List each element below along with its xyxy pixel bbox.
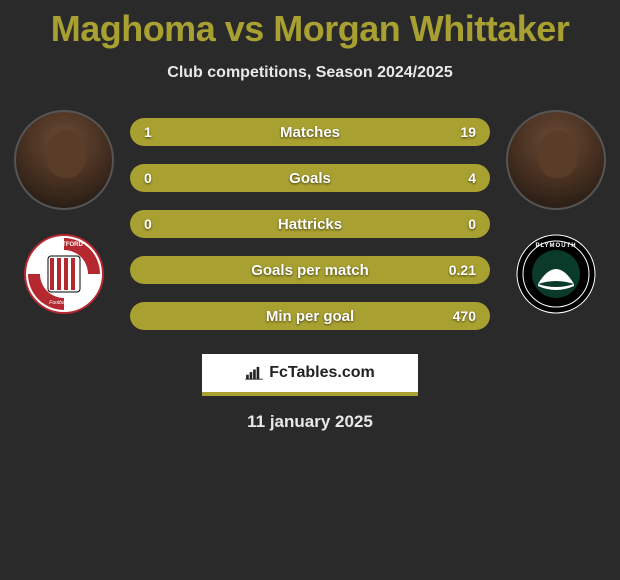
brand-badge: FcTables.com bbox=[202, 354, 418, 396]
club-left-badge: BRENTFORD Football Club bbox=[24, 234, 104, 314]
stat-label: Matches bbox=[280, 124, 340, 141]
bar-chart-icon bbox=[245, 366, 263, 380]
stat-right-value: 470 bbox=[453, 308, 476, 324]
stat-left-value: 0 bbox=[144, 216, 152, 232]
stat-right-value: 4 bbox=[468, 170, 476, 186]
comparison-card: Maghoma vs Morgan Whittaker Club competi… bbox=[0, 0, 620, 580]
subtitle: Club competitions, Season 2024/2025 bbox=[167, 64, 452, 82]
stat-label: Goals per match bbox=[251, 262, 369, 279]
svg-text:BRENTFORD: BRENTFORD bbox=[45, 242, 83, 248]
stat-row-matches: 1 Matches 19 bbox=[130, 118, 490, 146]
brand-text: FcTables.com bbox=[269, 364, 375, 382]
stat-right-value: 0.21 bbox=[449, 262, 476, 278]
date-label: 11 january 2025 bbox=[247, 412, 373, 432]
svg-text:PLYMOUTH: PLYMOUTH bbox=[535, 243, 576, 249]
page-title: Maghoma vs Morgan Whittaker bbox=[51, 8, 570, 50]
right-column: PLYMOUTH bbox=[500, 110, 620, 330]
stat-label: Min per goal bbox=[266, 308, 354, 325]
stats-column: 1 Matches 19 0 Goals 4 0 Hattricks 0 Goa… bbox=[120, 118, 500, 330]
stat-label: Hattricks bbox=[278, 216, 342, 233]
stat-label: Goals bbox=[289, 170, 331, 187]
stat-left-value: 1 bbox=[144, 124, 152, 140]
stat-row-hattricks: 0 Hattricks 0 bbox=[130, 210, 490, 238]
stat-right-value: 19 bbox=[460, 124, 476, 140]
stat-left-value: 0 bbox=[144, 170, 152, 186]
main-area: BRENTFORD Football Club 1 Matches 19 0 G… bbox=[0, 110, 620, 330]
stat-row-goals: 0 Goals 4 bbox=[130, 164, 490, 192]
svg-text:Football Club: Football Club bbox=[49, 300, 79, 306]
stat-row-min-per-goal: Min per goal 470 bbox=[130, 302, 490, 330]
stat-row-goals-per-match: Goals per match 0.21 bbox=[130, 256, 490, 284]
club-right-badge: PLYMOUTH bbox=[516, 234, 596, 314]
stat-right-value: 0 bbox=[468, 216, 476, 232]
left-column: BRENTFORD Football Club bbox=[0, 110, 120, 330]
player-left-avatar bbox=[14, 110, 114, 210]
player-right-avatar bbox=[506, 110, 606, 210]
